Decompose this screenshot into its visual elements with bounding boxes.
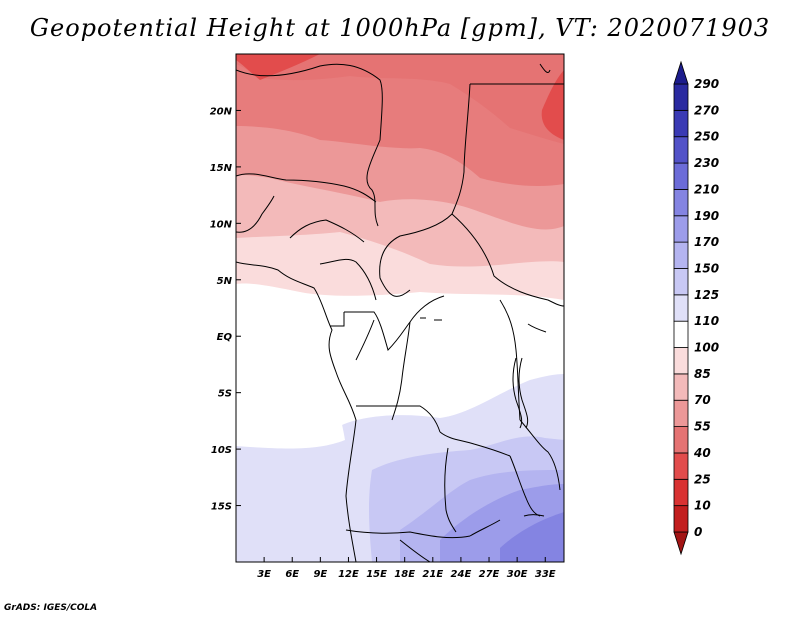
lon-tick-label: 30E	[507, 569, 528, 580]
lon-tick-label: 18E	[394, 569, 415, 580]
longitude-axis: 3E 6E 9E 12E 15E 18E 21E 24E 27E 30E 33E	[257, 557, 556, 580]
colorbar-label: 40	[693, 446, 711, 460]
lon-tick-label: 12E	[338, 569, 359, 580]
lon-tick-label: 15E	[366, 569, 387, 580]
lat-tick-label: 5S	[218, 389, 232, 400]
colorbar-box	[673, 136, 689, 164]
lat-tick-label: EQ	[217, 332, 233, 343]
colorbar-box	[673, 189, 689, 217]
colorbar-box	[673, 294, 689, 322]
colorbar-label: 290	[694, 77, 719, 91]
lon-tick-label: 3E	[257, 569, 271, 580]
grads-credit: GrADS: IGES/COLA	[4, 603, 98, 613]
colorbar-label: 190	[694, 209, 719, 223]
colorbar-box	[673, 505, 689, 533]
colorbar-box	[673, 83, 689, 111]
colorbar-box	[673, 215, 689, 243]
colorbar-label: 85	[694, 367, 711, 381]
colorbar-label: 125	[694, 288, 719, 302]
colorbar-label: 250	[694, 130, 719, 144]
lon-tick-label: 21E	[422, 569, 443, 580]
colorbar-box	[673, 268, 689, 296]
lon-tick-label: 9E	[313, 569, 327, 580]
colorbar-label: 110	[694, 314, 719, 328]
lat-tick-label: 5N	[217, 276, 233, 287]
colorbar: 0 10 25 40 55 70 85 100 110 125 150 170 190 210 230 250…	[673, 60, 719, 556]
colorbar-box	[673, 426, 689, 454]
lat-tick-label: 10S	[211, 445, 232, 456]
colorbar-label: 170	[694, 235, 719, 249]
map-frame	[235, 53, 565, 563]
lat-tick-label: 15N	[210, 163, 233, 174]
colorbar-label: 10	[694, 499, 711, 513]
colorbar-box	[673, 347, 689, 375]
colorbar-label: 70	[694, 393, 711, 407]
colorbar-box	[673, 109, 689, 138]
colorbar-label: 270	[694, 103, 719, 117]
colorbar-box	[673, 399, 689, 427]
latitude-axis: 20N 15N 10N 5N EQ 5S 10S 15S	[210, 106, 241, 513]
colorbar-box	[673, 241, 689, 269]
lon-tick-label: 33E	[535, 569, 556, 580]
colorbar-label: 230	[694, 156, 719, 170]
colorbar-box	[673, 320, 689, 348]
country-borders	[236, 63, 564, 562]
colorbar-box	[673, 478, 689, 507]
colorbar-low-arrow	[673, 531, 689, 556]
lon-tick-label: 24E	[451, 569, 472, 580]
colorbar-label: 150	[694, 261, 719, 275]
colorbar-label: 0	[694, 525, 702, 539]
colorbar-box	[673, 162, 689, 190]
colorbar-label: 210	[694, 182, 719, 196]
lat-tick-label: 10N	[210, 219, 233, 230]
height-field	[236, 54, 564, 562]
colorbar-high-arrow	[673, 60, 689, 85]
map-title: Geopotential Height at 1000hPa [gpm], VT…	[29, 14, 771, 42]
lon-tick-label: 27E	[479, 569, 500, 580]
lon-tick-label: 6E	[285, 569, 299, 580]
colorbar-box	[673, 452, 689, 480]
colorbar-label: 100	[694, 341, 719, 355]
colorbar-label: 55	[694, 420, 711, 434]
colorbar-label: 25	[694, 472, 711, 486]
lat-tick-label: 20N	[210, 106, 233, 117]
colorbar-box	[673, 373, 689, 401]
lat-tick-label: 15S	[211, 502, 232, 513]
